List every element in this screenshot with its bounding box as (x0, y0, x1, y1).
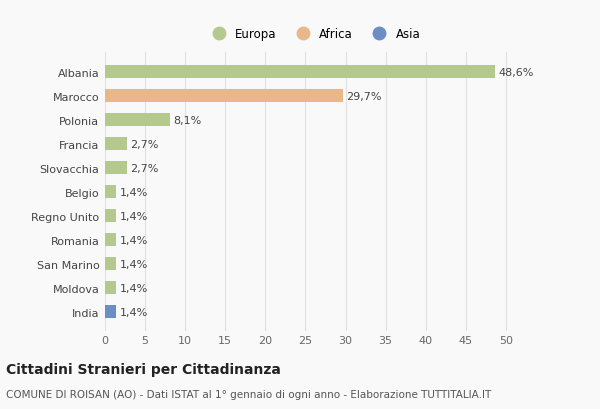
Bar (105, 90, 343, 103)
Bar (105, 186, 116, 199)
Text: 1,4%: 1,4% (119, 307, 148, 317)
Text: 29,7%: 29,7% (346, 91, 382, 101)
Bar (105, 209, 116, 223)
Text: Cittadini Stranieri per Cittadinanza: Cittadini Stranieri per Cittadinanza (6, 362, 281, 376)
Bar (105, 306, 116, 319)
Text: 2,7%: 2,7% (130, 139, 158, 149)
Text: 48,6%: 48,6% (498, 67, 533, 77)
Text: 8,1%: 8,1% (173, 115, 202, 125)
Text: 1,4%: 1,4% (119, 187, 148, 197)
Bar (105, 66, 495, 79)
Bar (105, 114, 170, 127)
Legend: Europa, Africa, Asia: Europa, Africa, Asia (205, 26, 422, 43)
Text: 2,7%: 2,7% (130, 163, 158, 173)
Bar (105, 162, 127, 175)
Text: 1,4%: 1,4% (119, 211, 148, 221)
Text: 1,4%: 1,4% (119, 235, 148, 245)
Bar (105, 258, 116, 271)
Text: COMUNE DI ROISAN (AO) - Dati ISTAT al 1° gennaio di ogni anno - Elaborazione TUT: COMUNE DI ROISAN (AO) - Dati ISTAT al 1°… (6, 389, 491, 399)
Bar (105, 281, 116, 294)
Bar (105, 138, 127, 151)
Bar (105, 234, 116, 247)
Text: 1,4%: 1,4% (119, 259, 148, 269)
Text: 1,4%: 1,4% (119, 283, 148, 293)
